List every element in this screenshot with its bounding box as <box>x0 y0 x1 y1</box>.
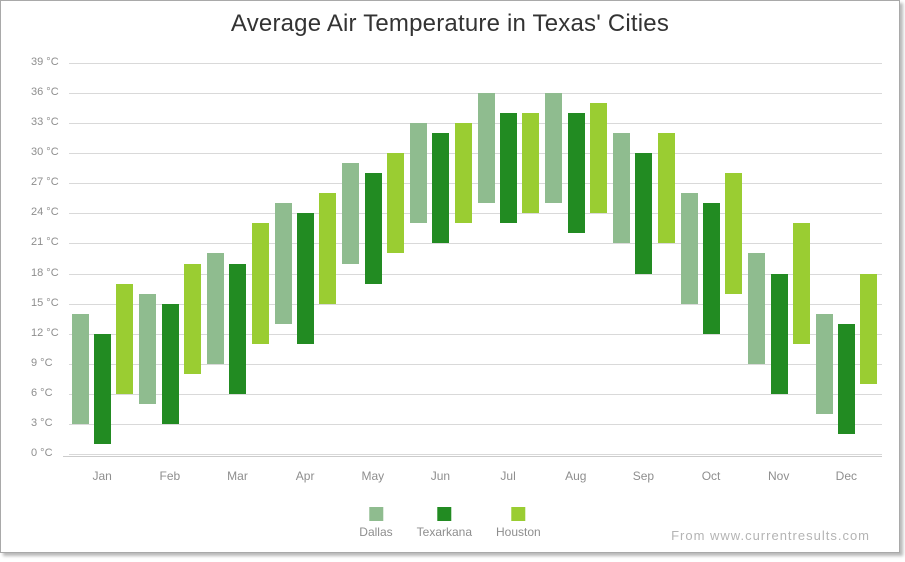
attribution-text: From www.currentresults.com <box>671 528 870 543</box>
gridline <box>69 153 882 155</box>
bar-houston-feb[interactable] <box>183 263 201 374</box>
gridline <box>69 333 882 335</box>
bar-dallas-jan[interactable] <box>71 313 89 424</box>
bar-houston-mar[interactable] <box>251 223 269 344</box>
gridline <box>69 273 882 275</box>
bar-texarkana-sep[interactable] <box>635 153 653 274</box>
bar-texarkana-dec[interactable] <box>838 323 856 434</box>
gridline <box>69 393 882 395</box>
gridline <box>69 63 882 64</box>
y-axis-tick-label: 36 °C <box>31 86 59 99</box>
legend: Dallas Texarkana Houston <box>359 507 541 539</box>
bar-texarkana-mar[interactable] <box>229 263 247 394</box>
bar-houston-oct[interactable] <box>725 173 743 294</box>
plot-area: 0 °C 3 °C 6 °C 9 °C 12 °C 15 °C 18 °C 21 °C 24 °… <box>1 1 899 552</box>
bar-texarkana-may[interactable] <box>364 173 382 284</box>
x-axis-label: Jul <box>500 469 516 483</box>
bar-dallas-sep[interactable] <box>612 133 630 244</box>
legend-label: Texarkana <box>416 525 473 539</box>
bar-dallas-apr[interactable] <box>274 203 292 324</box>
bar-texarkana-jun[interactable] <box>432 133 450 244</box>
y-axis-tick-label: 0 °C <box>31 447 53 459</box>
y-axis-tick-label: 15 °C <box>31 296 59 309</box>
y-axis-tick-label: 33 °C <box>31 116 59 129</box>
chart-frame: Average Air Temperature in Texas' Cities… <box>0 0 900 553</box>
bar-houston-dec[interactable] <box>860 273 878 384</box>
legend-swatch-texarkana <box>437 507 452 521</box>
bar-houston-nov[interactable] <box>792 223 810 344</box>
x-axis-label: Oct <box>701 469 721 483</box>
x-axis-label: May <box>361 469 385 483</box>
gridline <box>69 123 882 125</box>
bar-houston-aug[interactable] <box>589 103 607 214</box>
x-axis-label: Apr <box>295 469 315 483</box>
y-axis-tick-label: 30 °C <box>31 146 59 159</box>
gridline <box>69 213 882 215</box>
bar-texarkana-jan[interactable] <box>94 333 111 444</box>
bar-texarkana-aug[interactable] <box>567 113 585 234</box>
gridline <box>69 243 882 245</box>
legend-swatch-houston <box>511 507 526 521</box>
x-axis-label: Nov <box>768 469 790 483</box>
bar-dallas-nov[interactable] <box>748 253 766 364</box>
bar-dallas-feb[interactable] <box>139 293 157 404</box>
bar-dallas-aug[interactable] <box>545 93 563 204</box>
legend-item-houston[interactable]: Houston <box>496 507 541 539</box>
legend-item-texarkana[interactable]: Texarkana <box>417 507 472 539</box>
y-axis-tick-label: 18 °C <box>31 266 59 279</box>
bar-texarkana-feb[interactable] <box>161 303 179 424</box>
y-axis-tick-label: 27 °C <box>31 176 59 189</box>
legend-label: Dallas <box>359 525 393 539</box>
y-axis-tick-label: 12 °C <box>31 326 59 339</box>
x-axis-label: Mar <box>227 469 248 483</box>
legend-item-dallas[interactable]: Dallas <box>359 507 393 539</box>
bar-texarkana-apr[interactable] <box>296 213 314 344</box>
x-axis-line <box>63 456 882 457</box>
bar-dallas-may[interactable] <box>342 163 360 264</box>
bar-dallas-mar[interactable] <box>207 253 224 364</box>
bar-texarkana-nov[interactable] <box>770 273 788 394</box>
gridline <box>69 183 882 185</box>
bar-houston-jan[interactable] <box>116 283 134 394</box>
y-axis-tick-label: 24 °C <box>31 206 59 219</box>
gridline <box>69 423 882 425</box>
y-axis-tick-label: 21 °C <box>31 236 59 249</box>
bar-houston-may[interactable] <box>386 153 404 254</box>
bar-dallas-jul[interactable] <box>477 93 495 204</box>
y-axis-tick-label: 9 °C <box>31 356 53 369</box>
bar-houston-jul[interactable] <box>522 113 540 214</box>
bar-texarkana-oct[interactable] <box>702 203 720 334</box>
gridline <box>69 93 882 95</box>
bar-dallas-oct[interactable] <box>680 193 698 304</box>
y-axis-tick-label: 39 °C <box>31 56 59 68</box>
bar-dallas-dec[interactable] <box>815 313 833 414</box>
legend-swatch-dallas <box>368 507 383 521</box>
x-axis-label: Jan <box>92 469 112 483</box>
x-axis-label: Feb <box>159 469 181 483</box>
legend-label: Houston <box>496 525 541 539</box>
bar-texarkana-jul[interactable] <box>499 113 517 224</box>
bar-houston-jun[interactable] <box>454 123 472 224</box>
bar-houston-apr[interactable] <box>319 193 337 304</box>
bar-houston-sep[interactable] <box>657 133 675 244</box>
gridline <box>69 303 882 305</box>
y-axis-tick-label: 6 °C <box>31 386 53 399</box>
y-axis-tick-label: 3 °C <box>31 416 53 429</box>
x-axis-label: Dec <box>835 469 858 483</box>
gridline <box>69 454 882 455</box>
x-axis-label: Aug <box>565 469 587 483</box>
bar-dallas-jun[interactable] <box>409 123 427 224</box>
x-axis-label: Sep <box>632 469 655 483</box>
gridline <box>69 363 882 365</box>
x-axis-label: Jun <box>430 469 451 483</box>
chart-title: Average Air Temperature in Texas' Cities <box>230 10 670 37</box>
